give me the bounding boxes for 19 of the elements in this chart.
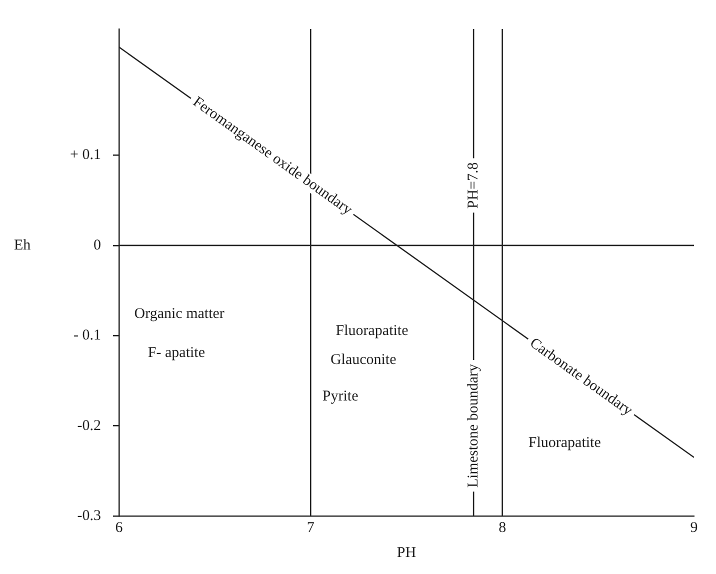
annotation: F- apatite — [148, 344, 206, 361]
y-tick-label: 0 — [93, 237, 101, 254]
annotation: Organic matter — [134, 306, 224, 322]
annotation: Glauconite — [330, 352, 397, 368]
annotation: Fluorapatite — [528, 434, 602, 451]
annotation: Pyrite — [322, 388, 359, 405]
annotation: Limestone boundary — [466, 363, 482, 488]
x-axis-title: PH — [396, 544, 416, 561]
x-tick-label: 8 — [498, 520, 506, 536]
x-tick-label: 6 — [115, 520, 124, 536]
x-tick-label: 7 — [306, 520, 315, 536]
y-axis-title: Eh — [14, 237, 32, 254]
y-tick-label: - 0.1 — [73, 328, 101, 344]
ref-line-label: PH=7.8 — [466, 162, 482, 209]
y-tick-label: -0.3 — [77, 508, 101, 524]
x-tick-label: 9 — [690, 520, 698, 536]
y-tick-label: + 0.1 — [70, 147, 101, 164]
y-tick-label: -0.2 — [77, 418, 101, 434]
annotation: Fluorapatite — [336, 322, 409, 339]
